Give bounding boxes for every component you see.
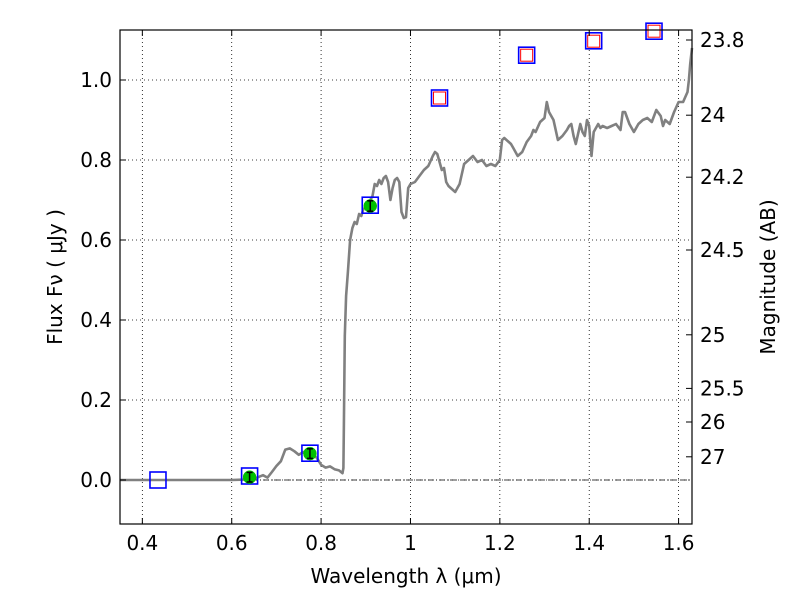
x-tick-label-5: 1.4 (573, 531, 605, 555)
magnitude-axis-label: Magnitude (AB) (756, 199, 780, 354)
model-photometry-point-7 (645, 22, 663, 41)
y-axis-label: Flux Fν ( μJy ) (43, 209, 67, 345)
y-tick-label-1: 0.2 (80, 388, 112, 412)
model-photometry-point-2 (301, 444, 319, 463)
model-photometry-point-1 (240, 467, 259, 485)
upper-limit-point-0 (433, 91, 447, 105)
mag-tick-label-4: 25 (700, 323, 725, 347)
x-tick-label-6: 1.6 (663, 531, 695, 555)
mag-tick-label-5: 25.5 (700, 376, 745, 400)
plot-frame (119, 29, 693, 525)
upper-limit-point-3 (647, 24, 661, 38)
mag-tick-label-0: 23.8 (700, 28, 745, 52)
model-photometry-point-0 (149, 471, 167, 489)
model-spectrum-line (120, 47, 694, 482)
markers-layer (149, 22, 663, 489)
y-tick-label-5: 1.0 (80, 68, 112, 92)
y-tick-label-3: 0.6 (80, 228, 112, 252)
mag-tick-label-3: 24.5 (700, 238, 745, 262)
y-tick-label-4: 0.8 (80, 148, 112, 172)
upper-limit-point-2 (587, 34, 601, 48)
x-axis-label: Wavelength λ (μm) (310, 564, 501, 588)
mag-tick-label-1: 24 (700, 103, 725, 127)
model-photometry-point-5 (517, 46, 536, 65)
plot-background (120, 30, 692, 524)
upper-limit-point-1 (520, 48, 534, 62)
series-layer (120, 47, 694, 482)
x-tick-label-1: 0.6 (216, 531, 248, 555)
x-axis-ticks: 0.4 0.6 0.8 1 1.2 1.4 1.6 (126, 30, 695, 555)
y-tick-label-0: 0.0 (80, 468, 112, 492)
x-tick-label-4: 1.2 (484, 531, 516, 555)
x-tick-label-2: 0.8 (305, 531, 337, 555)
x-tick-label-0: 0.4 (126, 531, 158, 555)
x-tick-label-3: 1 (404, 531, 417, 555)
mag-tick-label-6: 26 (700, 410, 725, 434)
mag-tick-label-2: 24.2 (700, 165, 745, 189)
model-photometry-point-6 (584, 31, 603, 50)
magnitude-axis-ticks: 23.8 24 24.2 24.5 25 25.5 26 27 (686, 28, 745, 469)
model-photometry-point-4 (430, 89, 449, 107)
y-tick-label-2: 0.4 (80, 308, 112, 332)
y-axis-ticks: 0.0 0.2 0.4 0.6 0.8 1.0 (80, 68, 126, 492)
model-photometry-point-3 (361, 196, 380, 214)
mag-tick-label-7: 27 (700, 445, 725, 469)
